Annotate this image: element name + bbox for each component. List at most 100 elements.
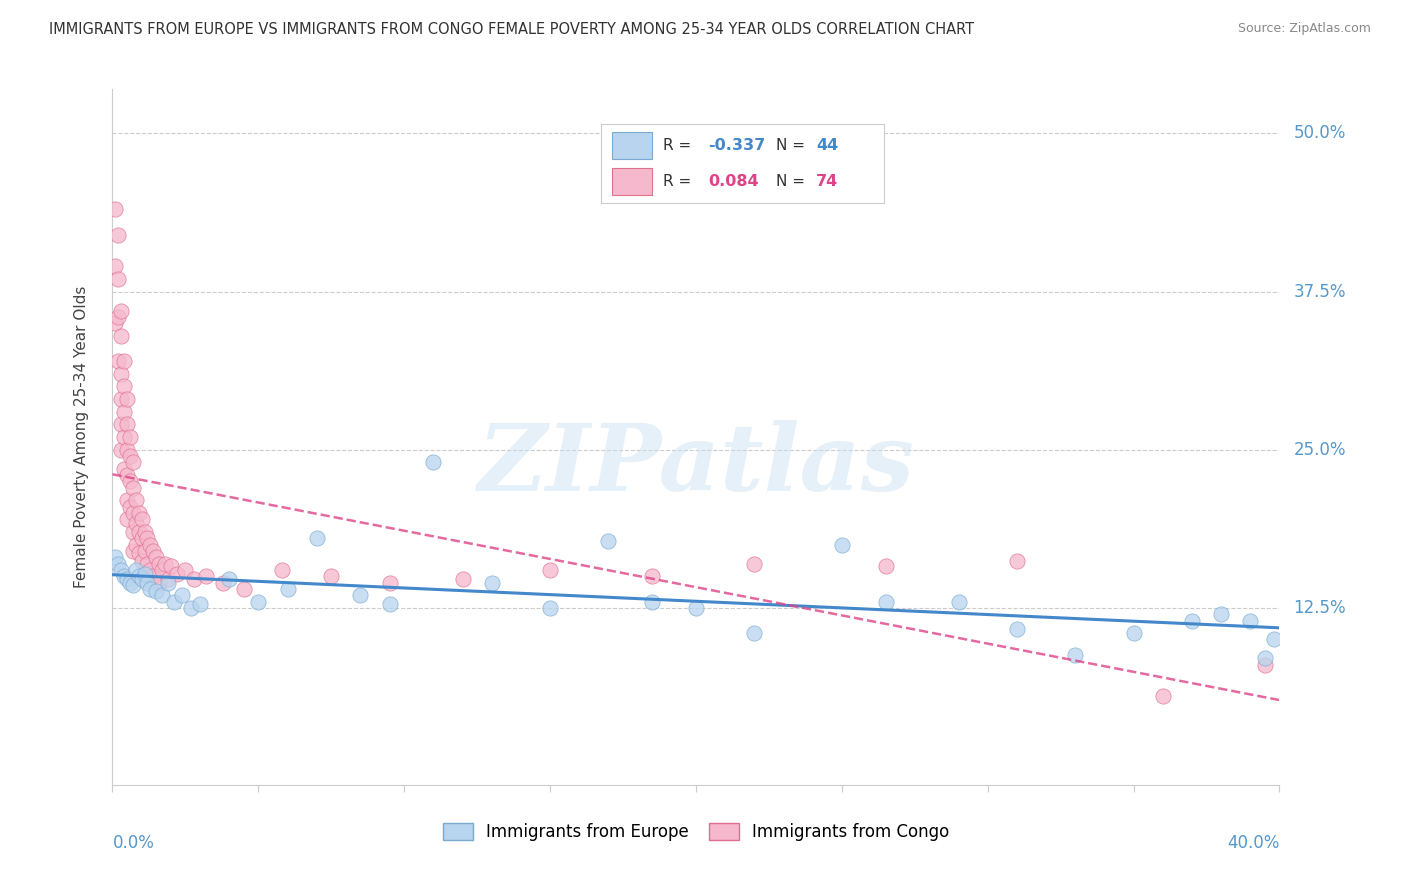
Point <box>128 546 150 560</box>
Point <box>742 626 765 640</box>
Point <box>136 575 159 590</box>
Point <box>349 588 371 602</box>
Point <box>112 569 135 583</box>
Point <box>128 506 150 520</box>
Text: Source: ZipAtlas.com: Source: ZipAtlas.com <box>1237 22 1371 36</box>
Point <box>156 572 179 586</box>
Point <box>128 524 150 539</box>
Point <box>139 563 162 577</box>
Point <box>122 481 145 495</box>
Point <box>875 559 897 574</box>
Point <box>1005 554 1028 568</box>
Point <box>115 442 138 457</box>
Point <box>142 544 165 558</box>
Point <box>112 405 135 419</box>
Point <box>875 594 897 608</box>
Point <box>232 582 254 596</box>
Point <box>118 475 141 489</box>
Point <box>115 392 138 406</box>
Point <box>948 594 970 608</box>
Point <box>1152 690 1174 704</box>
Point <box>1122 626 1144 640</box>
Point <box>110 392 132 406</box>
Point <box>107 557 129 571</box>
Point <box>110 563 132 577</box>
Point <box>134 566 156 581</box>
Point <box>118 449 141 463</box>
Point <box>110 329 132 343</box>
Text: IMMIGRANTS FROM EUROPE VS IMMIGRANTS FROM CONGO FEMALE POVERTY AMONG 25-34 YEAR : IMMIGRANTS FROM EUROPE VS IMMIGRANTS FRO… <box>49 22 974 37</box>
Text: N =: N = <box>776 138 806 153</box>
Point <box>1254 651 1277 665</box>
Point <box>112 379 135 393</box>
Point <box>538 563 561 577</box>
Point <box>641 594 664 608</box>
Point <box>125 563 148 577</box>
Point <box>148 575 170 590</box>
Point <box>641 569 664 583</box>
Point <box>598 533 620 548</box>
Point <box>128 569 150 583</box>
Point <box>131 531 153 545</box>
Point <box>110 303 132 318</box>
Text: -0.337: -0.337 <box>709 138 766 153</box>
Point <box>451 572 474 586</box>
Point <box>112 461 135 475</box>
Y-axis label: Female Poverty Among 25-34 Year Olds: Female Poverty Among 25-34 Year Olds <box>75 286 89 588</box>
Point <box>134 524 156 539</box>
Point <box>1239 614 1261 628</box>
Point <box>131 512 153 526</box>
Point <box>112 354 135 368</box>
Point <box>142 569 165 583</box>
Bar <box>612 132 652 159</box>
Point <box>136 557 159 571</box>
Point <box>481 575 503 590</box>
Point <box>150 588 173 602</box>
Point <box>115 512 138 526</box>
Point <box>194 569 217 583</box>
Point <box>538 600 561 615</box>
Point <box>104 260 127 274</box>
Point <box>1263 632 1285 647</box>
Point <box>188 597 211 611</box>
Point <box>1064 648 1087 662</box>
Text: 50.0%: 50.0% <box>1294 125 1346 143</box>
Point <box>134 544 156 558</box>
Point <box>107 354 129 368</box>
Bar <box>612 169 652 195</box>
Point <box>156 575 179 590</box>
Point <box>110 367 132 381</box>
Point <box>378 597 401 611</box>
Point <box>276 582 298 596</box>
Point <box>139 538 162 552</box>
Point <box>122 506 145 520</box>
FancyBboxPatch shape <box>600 124 884 203</box>
Text: 74: 74 <box>815 174 838 189</box>
Point <box>107 227 129 242</box>
Point <box>321 569 343 583</box>
Point <box>125 516 148 530</box>
Point <box>145 550 167 565</box>
Text: 25.0%: 25.0% <box>1294 441 1346 458</box>
Point <box>122 524 145 539</box>
Point <box>107 272 129 286</box>
Point <box>270 563 292 577</box>
Point <box>131 554 153 568</box>
Point <box>183 572 205 586</box>
Point <box>110 442 132 457</box>
Point <box>139 582 162 596</box>
Point <box>145 584 167 599</box>
Point <box>148 557 170 571</box>
Text: 0.0%: 0.0% <box>112 834 155 852</box>
Point <box>180 600 202 615</box>
Point <box>742 557 765 571</box>
Point <box>172 588 194 602</box>
Point <box>1181 614 1204 628</box>
Point <box>118 500 141 514</box>
Point <box>125 493 148 508</box>
Point <box>136 531 159 545</box>
Point <box>378 575 401 590</box>
Point <box>104 316 127 330</box>
Text: ZIPatlas: ZIPatlas <box>478 420 914 510</box>
Text: 37.5%: 37.5% <box>1294 283 1346 301</box>
